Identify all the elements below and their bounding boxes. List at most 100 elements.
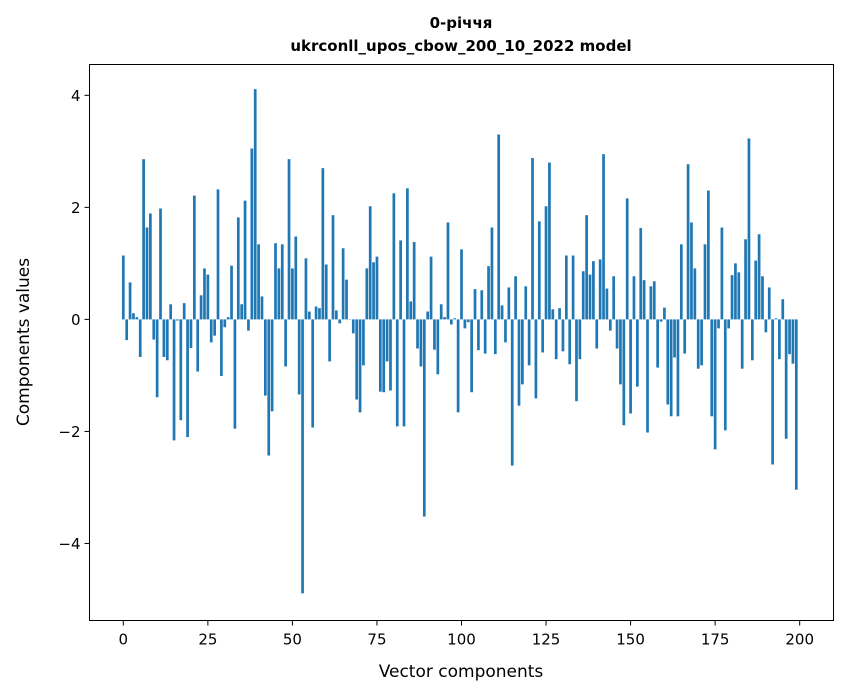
bar bbox=[426, 312, 429, 320]
bar bbox=[507, 287, 510, 319]
bar bbox=[670, 319, 673, 416]
y-tick-label: 4 bbox=[71, 87, 81, 105]
x-tick-label: 25 bbox=[198, 631, 217, 649]
bar bbox=[345, 280, 348, 320]
x-tick-label: 200 bbox=[785, 631, 814, 649]
bar bbox=[785, 319, 788, 438]
plot-frame bbox=[90, 65, 834, 621]
bar bbox=[504, 319, 507, 342]
bar bbox=[650, 286, 653, 319]
bar bbox=[707, 191, 710, 320]
bar bbox=[173, 319, 176, 440]
bar bbox=[288, 159, 291, 319]
bar bbox=[744, 239, 747, 319]
y-tick-label: −2 bbox=[58, 423, 80, 441]
bar bbox=[697, 319, 700, 368]
bar bbox=[149, 214, 152, 320]
bar bbox=[788, 319, 791, 354]
bar bbox=[372, 262, 375, 319]
bar bbox=[616, 319, 619, 348]
bar bbox=[464, 319, 467, 328]
bar bbox=[386, 319, 389, 361]
bar bbox=[156, 319, 159, 397]
bar bbox=[264, 319, 267, 395]
bar bbox=[737, 272, 740, 319]
bar bbox=[653, 281, 656, 319]
bar bbox=[538, 221, 541, 319]
bar bbox=[633, 276, 636, 319]
bar bbox=[406, 188, 409, 319]
bar bbox=[666, 319, 669, 404]
bar bbox=[521, 319, 524, 384]
bar bbox=[129, 282, 132, 319]
bar bbox=[352, 319, 355, 333]
y-tick-label: 2 bbox=[71, 199, 81, 217]
bar bbox=[781, 299, 784, 319]
bar bbox=[751, 319, 754, 360]
bar bbox=[710, 319, 713, 416]
bar bbox=[636, 319, 639, 386]
bar bbox=[579, 319, 582, 359]
bar bbox=[308, 312, 311, 320]
bar bbox=[409, 301, 412, 319]
bar bbox=[704, 244, 707, 319]
bar bbox=[558, 308, 561, 319]
bar bbox=[734, 263, 737, 319]
bar bbox=[501, 305, 504, 319]
bar bbox=[700, 319, 703, 365]
bar bbox=[474, 289, 477, 319]
bar bbox=[595, 319, 598, 348]
bar bbox=[551, 309, 554, 319]
bar bbox=[656, 319, 659, 367]
bar bbox=[524, 286, 527, 319]
bar bbox=[328, 319, 331, 361]
bar bbox=[294, 236, 297, 319]
bar bbox=[207, 275, 210, 320]
bar bbox=[687, 164, 690, 319]
bar bbox=[792, 319, 795, 363]
bar bbox=[301, 319, 304, 593]
bar bbox=[440, 304, 443, 319]
bar bbox=[210, 319, 213, 342]
bar bbox=[365, 268, 368, 319]
y-tick-label: 0 bbox=[71, 311, 81, 329]
bar bbox=[528, 319, 531, 365]
y-axis-label: Components values bbox=[14, 258, 34, 426]
bar bbox=[724, 319, 727, 430]
bar bbox=[673, 319, 676, 357]
bar bbox=[609, 319, 612, 330]
bar bbox=[453, 318, 456, 319]
bar bbox=[436, 319, 439, 374]
bar bbox=[311, 319, 314, 427]
bar bbox=[315, 307, 318, 320]
bar bbox=[237, 217, 240, 319]
bar bbox=[274, 243, 277, 319]
bar bbox=[257, 244, 260, 319]
bar bbox=[714, 319, 717, 449]
bar bbox=[186, 319, 189, 437]
bar bbox=[359, 319, 362, 412]
bar bbox=[443, 317, 446, 319]
bar bbox=[146, 228, 149, 320]
bar bbox=[125, 319, 128, 340]
bar bbox=[369, 206, 372, 319]
bar bbox=[190, 319, 193, 348]
y-tick-label: −4 bbox=[58, 535, 80, 553]
bar bbox=[321, 168, 324, 319]
bar bbox=[677, 319, 680, 416]
chart-subtitle: ukrconll_upos_cbow_200_10_2022 model bbox=[290, 37, 631, 55]
bar bbox=[545, 206, 548, 319]
bar bbox=[423, 319, 426, 516]
bar bbox=[230, 266, 233, 320]
bar bbox=[139, 319, 142, 357]
bar bbox=[217, 189, 220, 319]
bar bbox=[480, 290, 483, 319]
x-tick-label: 150 bbox=[616, 631, 645, 649]
x-tick-label: 125 bbox=[532, 631, 561, 649]
bar bbox=[281, 244, 284, 319]
bar bbox=[761, 276, 764, 319]
bar bbox=[430, 257, 433, 320]
bar bbox=[200, 295, 203, 319]
bar bbox=[795, 319, 798, 489]
bar bbox=[541, 319, 544, 352]
